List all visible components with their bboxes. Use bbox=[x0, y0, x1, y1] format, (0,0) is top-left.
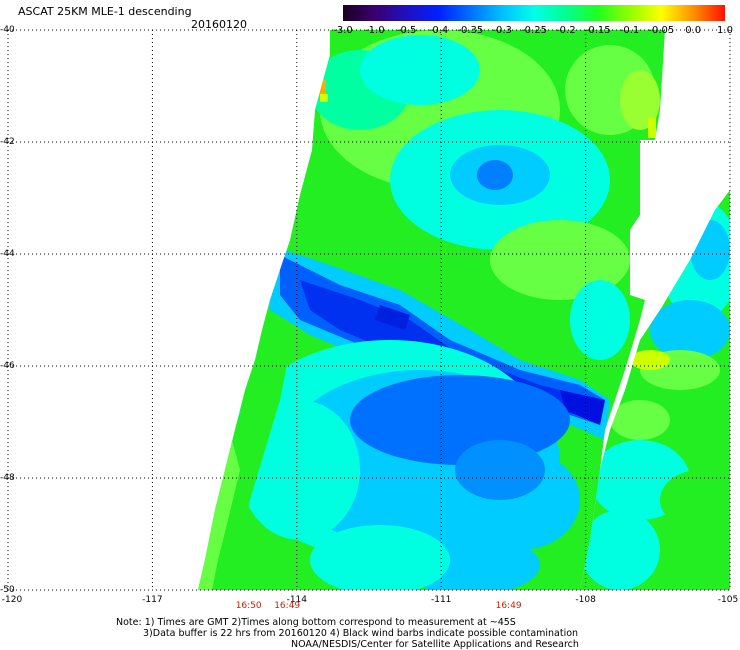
colorbar-tick-label: -0.3 bbox=[492, 25, 512, 36]
note-line-2: 3)Data buffer is 22 hrs from 20160120 4)… bbox=[143, 628, 579, 639]
colorbar-tick-label: 1.0 bbox=[717, 25, 733, 36]
colorbar-tick-label: -0.5 bbox=[396, 25, 417, 36]
colorbar-tick-label: 0.0 bbox=[685, 25, 702, 36]
time-label: 16:50 bbox=[235, 601, 262, 611]
colorbar-tick-label: -0.1 bbox=[619, 25, 640, 36]
colorbar-tick-label: -0.2 bbox=[556, 25, 576, 36]
time-label: 16:49 bbox=[495, 601, 522, 611]
colorbar bbox=[343, 5, 725, 21]
colorbar-tick-label: -0.35 bbox=[457, 25, 484, 36]
latitude-label: -40 bbox=[0, 25, 15, 35]
latitude-label: -44 bbox=[0, 249, 15, 259]
longitude-label: -114 bbox=[286, 595, 308, 605]
product-title: ASCAT 25KM MLE-1 descending bbox=[18, 5, 192, 18]
longitude-label: -120 bbox=[1, 595, 23, 605]
colorbar-tick-label: -1.0 bbox=[365, 25, 385, 36]
swath-main bbox=[198, 30, 665, 590]
note-line-1: Note: 1) Times are GMT 2)Times along bot… bbox=[116, 617, 516, 628]
time-label: 16:49 bbox=[274, 601, 301, 611]
latitude-label: -50 bbox=[0, 585, 15, 595]
latitude-label: -42 bbox=[0, 137, 15, 147]
latitude-label: -46 bbox=[0, 361, 15, 371]
graticule bbox=[7, 29, 731, 591]
longitude-label: -111 bbox=[430, 595, 452, 605]
colorbar-tick-label: -3.0 bbox=[333, 25, 353, 36]
note-line-3: NOAA/NESDIS/Center for Satellite Applica… bbox=[291, 639, 579, 650]
colorbar-tick-label: -0.4 bbox=[428, 25, 449, 36]
colorbar-tick-label: -0.05 bbox=[648, 25, 675, 36]
longitude-label: -105 bbox=[717, 595, 739, 605]
colorbar-tick-label: -0.15 bbox=[584, 25, 611, 36]
colorbar-tick-label: -0.25 bbox=[521, 25, 547, 36]
longitude-label: -108 bbox=[575, 595, 596, 605]
longitude-label: -117 bbox=[142, 595, 163, 605]
product-date: 20160120 bbox=[191, 18, 247, 31]
latitude-label: -48 bbox=[0, 473, 15, 483]
